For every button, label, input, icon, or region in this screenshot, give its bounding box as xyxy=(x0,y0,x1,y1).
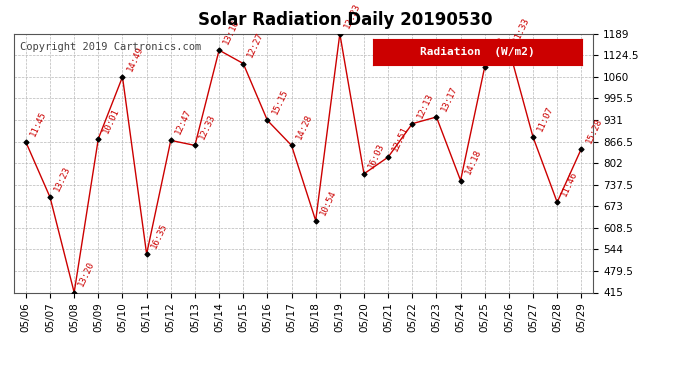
Point xyxy=(44,194,55,200)
Text: 15:28: 15:28 xyxy=(584,116,604,145)
Point xyxy=(21,139,32,145)
Point xyxy=(214,47,225,53)
Text: 10:01: 10:01 xyxy=(101,106,121,135)
Point xyxy=(479,64,490,70)
Text: 12:13: 12:13 xyxy=(415,92,435,120)
Text: 13:20: 13:20 xyxy=(77,260,97,288)
Point xyxy=(431,114,442,120)
Text: 14:28: 14:28 xyxy=(295,113,314,141)
Text: 12:47: 12:47 xyxy=(174,108,193,136)
Point xyxy=(69,290,79,296)
Point xyxy=(527,134,538,140)
Text: 16:35: 16:35 xyxy=(150,222,169,250)
Text: 11:33: 11:33 xyxy=(512,16,531,44)
Point xyxy=(189,142,200,148)
Point xyxy=(141,251,152,257)
Text: 10:54: 10:54 xyxy=(319,188,338,216)
Text: 11:07: 11:07 xyxy=(536,105,555,133)
Text: 14:18: 14:18 xyxy=(464,148,483,176)
Point xyxy=(334,31,345,37)
Point xyxy=(117,74,128,80)
Text: 11:45: 11:45 xyxy=(29,110,48,138)
Point xyxy=(455,177,466,183)
Point xyxy=(165,137,176,143)
Point xyxy=(382,154,393,160)
Point xyxy=(286,142,297,148)
Text: 13:17: 13:17 xyxy=(440,85,459,113)
Text: 13:23: 13:23 xyxy=(53,165,72,193)
Text: 12:33: 12:33 xyxy=(198,113,217,141)
Point xyxy=(310,217,321,223)
Point xyxy=(262,117,273,123)
Text: 12:51: 12:51 xyxy=(391,125,411,153)
Text: 14:49: 14:49 xyxy=(126,45,145,73)
Text: 11:46: 11:46 xyxy=(560,170,580,198)
Point xyxy=(504,45,515,51)
Text: 12:22: 12:22 xyxy=(488,34,507,63)
Point xyxy=(406,121,417,127)
Text: Solar Radiation Daily 20190530: Solar Radiation Daily 20190530 xyxy=(198,11,492,29)
Point xyxy=(92,136,104,142)
Text: 15:15: 15:15 xyxy=(270,88,290,116)
Point xyxy=(575,146,586,152)
Text: 12:27: 12:27 xyxy=(246,31,266,59)
Text: 13:16: 13:16 xyxy=(222,18,242,46)
Point xyxy=(552,199,563,205)
Point xyxy=(359,171,370,177)
Point xyxy=(237,60,248,66)
Text: 12:23: 12:23 xyxy=(343,2,362,30)
Text: Copyright 2019 Cartronics.com: Copyright 2019 Cartronics.com xyxy=(19,42,201,51)
Text: 16:03: 16:03 xyxy=(367,141,386,170)
